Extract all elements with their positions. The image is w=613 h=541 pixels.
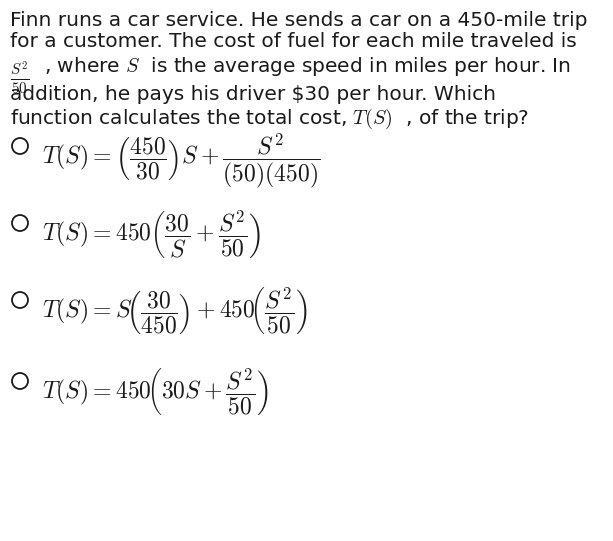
- Text: , where $S$  is the average speed in miles per hour. In: , where $S$ is the average speed in mile…: [44, 55, 571, 78]
- Text: $T(S)=S\!\left(\dfrac{30}{450}\right)+450\!\left(\dfrac{S^2}{50}\right)$: $T(S)=S\!\left(\dfrac{30}{450}\right)+45…: [42, 285, 308, 337]
- Text: for a customer. The cost of fuel for each mile traveled is: for a customer. The cost of fuel for eac…: [10, 32, 577, 51]
- Text: $\frac{S^2}{50}$: $\frac{S^2}{50}$: [10, 60, 29, 97]
- Text: Finn runs a car service. He sends a car on a 450-mile trip: Finn runs a car service. He sends a car …: [10, 11, 587, 30]
- Text: function calculates the total cost, $T(S)$  , of the trip?: function calculates the total cost, $T(S…: [10, 107, 529, 131]
- Text: $T(S)=450\!\left(30S+\dfrac{S^2}{50}\right)$: $T(S)=450\!\left(30S+\dfrac{S^2}{50}\rig…: [42, 366, 268, 418]
- Text: $T(S)=\left(\dfrac{450}{30}\right)S+\dfrac{S^2}{(50)(450)}$: $T(S)=\left(\dfrac{450}{30}\right)S+\dfr…: [42, 131, 320, 189]
- Text: $T(S)=450\left(\dfrac{30}{S}+\dfrac{S^2}{50}\right)$: $T(S)=450\left(\dfrac{30}{S}+\dfrac{S^2}…: [42, 208, 261, 261]
- Text: addition, he pays his driver $30 per hour. Which: addition, he pays his driver $30 per hou…: [10, 85, 496, 104]
